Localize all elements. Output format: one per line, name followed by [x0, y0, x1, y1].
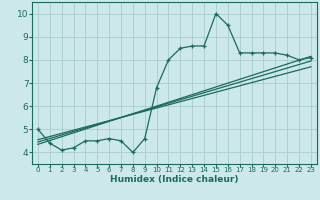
- X-axis label: Humidex (Indice chaleur): Humidex (Indice chaleur): [110, 175, 239, 184]
